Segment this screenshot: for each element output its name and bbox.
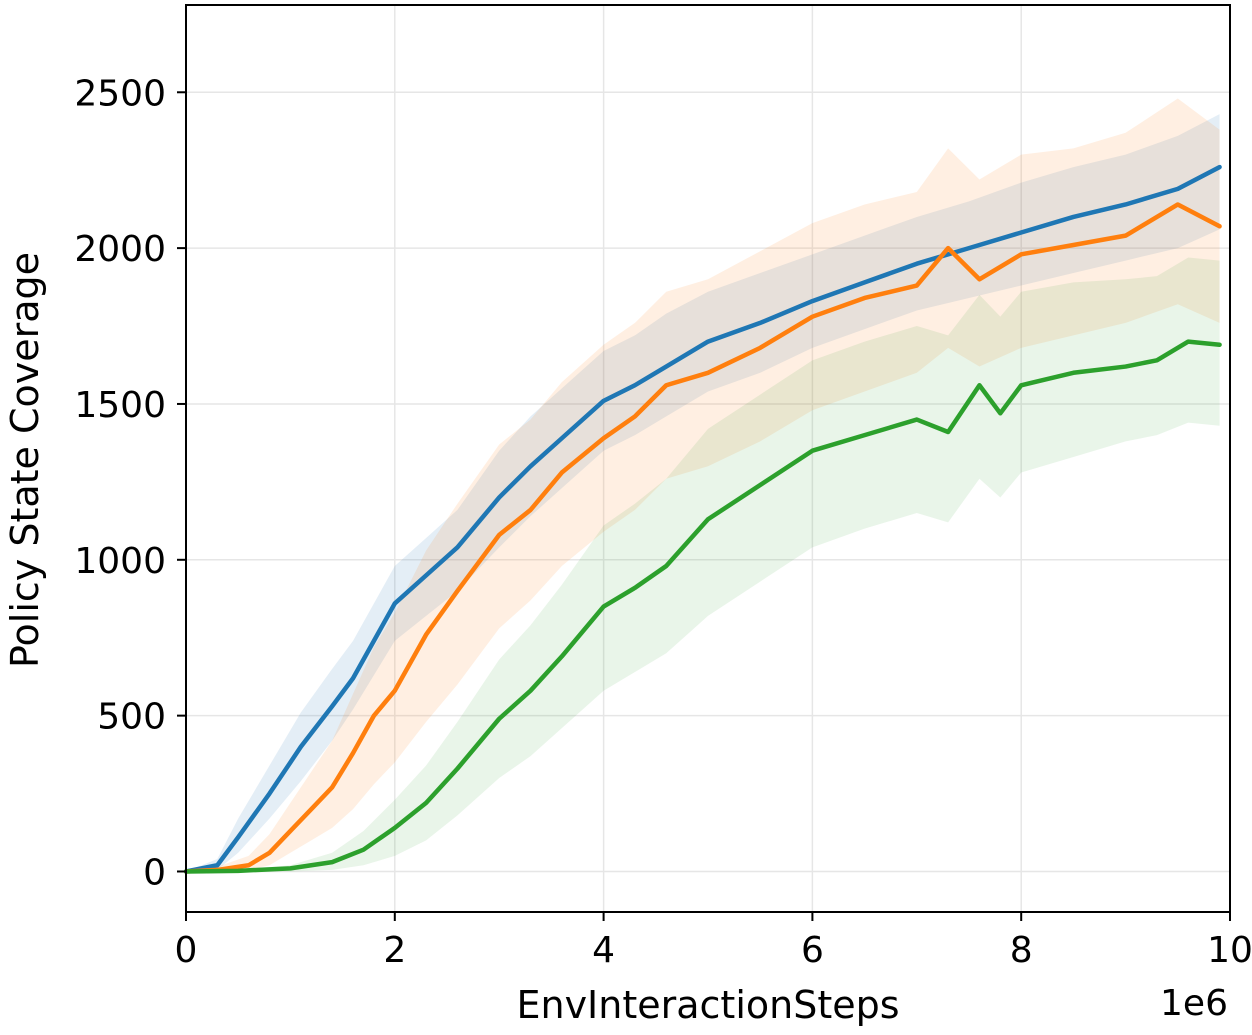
series-3-line <box>183 339 1222 874</box>
y-tick-label: 1000 <box>74 541 166 582</box>
x-tick-label: 6 <box>801 930 824 971</box>
y-axis-label: Policy State Coverage <box>3 252 47 668</box>
x-offset-label: 1e6 <box>1160 983 1228 1024</box>
series-2-band <box>186 98 1220 872</box>
series-1-line <box>183 164 1222 874</box>
y-tick-label: 500 <box>97 697 166 738</box>
x-axis-label: EnvInteractionSteps <box>516 983 899 1027</box>
x-tick-label: 0 <box>175 930 198 971</box>
x-tick-label: 10 <box>1207 930 1252 971</box>
x-tick-label: 8 <box>1010 930 1033 971</box>
y-tick-label: 1500 <box>74 385 166 426</box>
plot-frame <box>185 4 1231 913</box>
plot-background <box>186 5 1230 912</box>
series-lines <box>183 164 1222 874</box>
y-tick-label: 0 <box>143 852 166 893</box>
x-tick-label: 4 <box>592 930 615 971</box>
axis-ticks: 0 2 4 6 8 10 0 500 1000 1500 2000 2500 <box>74 73 1252 971</box>
x-tick-label: 2 <box>383 930 406 971</box>
series-1-band <box>186 114 1220 872</box>
y-tick-label: 2500 <box>74 73 166 114</box>
series-2-line <box>183 202 1222 874</box>
y-tick-label: 2000 <box>74 229 166 270</box>
